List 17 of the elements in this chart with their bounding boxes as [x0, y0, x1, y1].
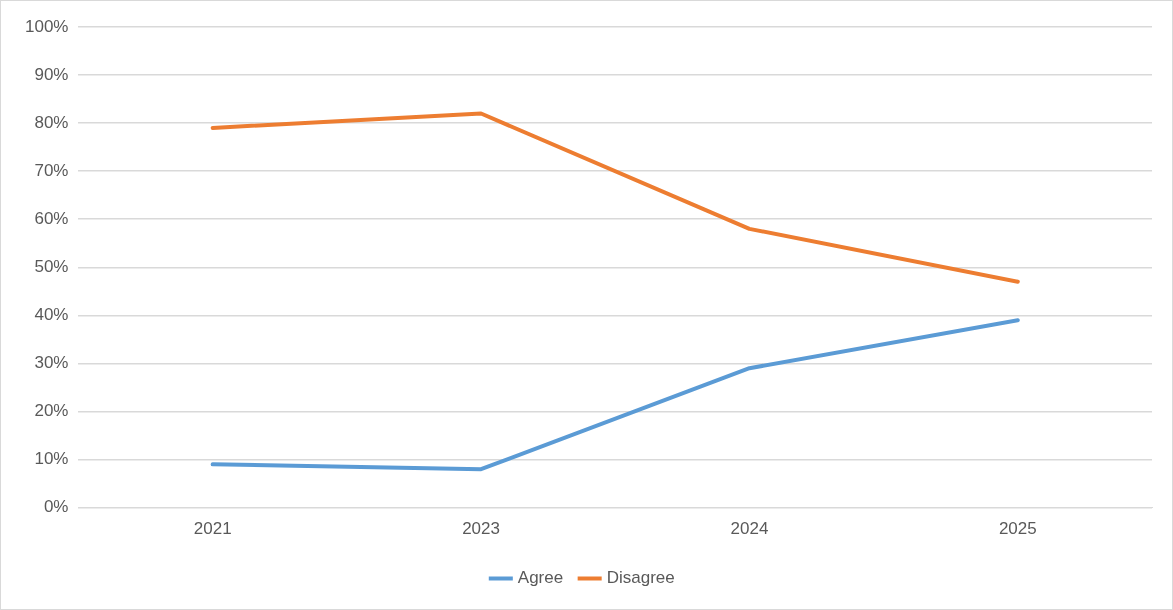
y-tick-label: 60% [34, 208, 69, 228]
y-tick-label: 20% [34, 401, 69, 421]
legend-label: Agree [517, 568, 564, 588]
y-tick-label: 40% [34, 305, 69, 325]
y-tick-label: 10% [34, 449, 69, 469]
x-tick-label: 2021 [193, 519, 232, 539]
y-tick-label: 80% [34, 112, 69, 132]
y-tick-label: 0% [43, 497, 69, 517]
legend-label: Disagree [606, 568, 675, 588]
y-tick-label: 30% [34, 353, 69, 373]
y-tick-label: 70% [34, 160, 69, 180]
x-tick-label: 2025 [998, 519, 1037, 539]
x-tick-label: 2024 [730, 519, 769, 539]
y-tick-label: 90% [34, 64, 69, 84]
x-tick-label: 2023 [462, 519, 500, 539]
y-tick-label: 100% [25, 16, 69, 36]
y-tick-label: 50% [34, 256, 69, 276]
